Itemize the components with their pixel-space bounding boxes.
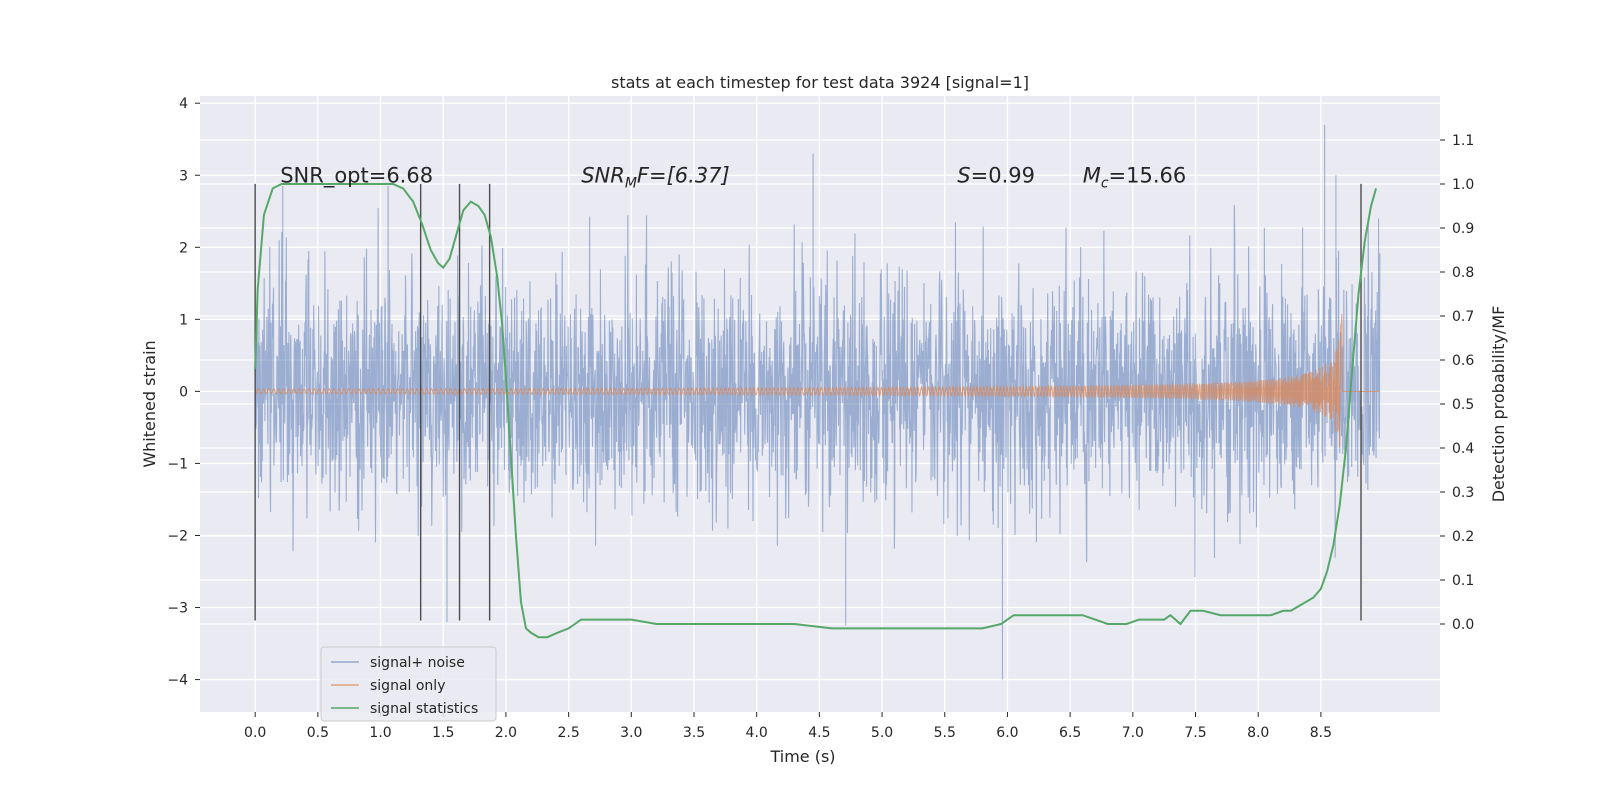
x-tick-label: 7.0 <box>1122 725 1144 741</box>
x-tick-label: 1.5 <box>432 725 454 741</box>
y-right-tick-label: 0.4 <box>1452 441 1474 457</box>
annotation-snr-mf-suffix: F=[6.37] <box>637 164 730 188</box>
x-tick-label: 7.5 <box>1184 725 1206 741</box>
y-right-tick-label: 0.6 <box>1452 353 1474 369</box>
x-axis-label: Time (s) <box>769 747 835 766</box>
x-axis-ticks: 0.0 0.5 1.0 1.5 2.0 2.5 3.0 3.5 4.0 4.5 5.0 5.5 6.0 6… <box>244 712 1332 741</box>
y-right-tick-label: 0.1 <box>1452 573 1474 589</box>
legend-label-signal-noise: signal+ noise <box>370 655 465 671</box>
y-right-tick-label: 1.1 <box>1452 133 1474 149</box>
signal-only-series <box>254 313 1380 448</box>
y-right-tick-label: 1.0 <box>1452 177 1474 193</box>
y-right-tick-label: 0.0 <box>1452 617 1474 633</box>
x-tick-label: 0.5 <box>307 725 329 741</box>
y-left-tick-label: 1 <box>179 312 188 328</box>
legend-label-signal-statistics: signal statistics <box>370 701 478 717</box>
x-tick-label: 1.0 <box>369 725 391 741</box>
y-left-tick-label: −4 <box>167 673 188 689</box>
x-tick-label: 5.0 <box>871 725 893 741</box>
chart-title: stats at each timestep for test data 392… <box>611 73 1029 92</box>
annotation-mc-sub: c <box>1101 176 1109 192</box>
x-tick-label: 0.0 <box>244 725 266 741</box>
y-right-tick-label: 0.8 <box>1452 265 1474 281</box>
legend-box <box>320 646 497 722</box>
signal-noise-series <box>254 124 1381 680</box>
y-right-tick-label: 0.3 <box>1452 485 1474 501</box>
annotation-mc: Mc=15.66 <box>1083 164 1187 192</box>
y-right-tick-label: 0.2 <box>1452 529 1474 545</box>
x-tick-label: 2.5 <box>557 725 579 741</box>
x-tick-label: 2.0 <box>495 725 517 741</box>
annotation-snr-mf: SNRMF=[6.37] <box>581 164 730 192</box>
x-tick-label: 4.0 <box>746 725 768 741</box>
annotation-mc-prefix: M <box>1083 164 1101 188</box>
annotation-snr-mf-prefix: SNR <box>581 164 625 188</box>
y-left-tick-label: 3 <box>179 168 188 184</box>
x-tick-label: 6.5 <box>1059 725 1081 741</box>
x-tick-label: 3.5 <box>683 725 705 741</box>
x-tick-label: 8.0 <box>1247 725 1269 741</box>
y-axis-right-label: Detection probability/MF <box>1489 306 1508 503</box>
y-axis-right-ticks: 1.1 1.0 0.9 0.8 0.7 0.6 0.5 0.4 0.3 0.2 0.1 0.0 <box>1440 133 1474 633</box>
x-tick-label: 8.5 <box>1310 725 1332 741</box>
legend: signal+ noise signal only signal statist… <box>320 646 497 722</box>
vertical-markers <box>254 183 1362 621</box>
y-left-tick-label: 2 <box>179 240 188 256</box>
y-left-tick-label: 4 <box>179 96 188 112</box>
y-left-tick-label: −3 <box>167 601 188 617</box>
y-right-tick-label: 0.5 <box>1452 397 1474 413</box>
x-tick-label: 6.0 <box>996 725 1018 741</box>
y-left-tick-label: −2 <box>167 528 188 544</box>
y-left-tick-label: −1 <box>167 456 188 472</box>
annotation-snr-opt: SNR_opt=6.68 <box>280 164 433 189</box>
x-tick-label: 5.5 <box>934 725 956 741</box>
legend-label-signal-only: signal only <box>370 678 445 694</box>
signal-statistics-series <box>254 183 1378 639</box>
y-right-tick-label: 0.7 <box>1452 309 1474 325</box>
annotation-snr-mf-sub: M <box>625 176 637 192</box>
annotation-s: S=0.99 <box>957 164 1035 188</box>
x-tick-label: 3.0 <box>620 725 642 741</box>
annotation-mc-suffix: =15.66 <box>1109 164 1187 188</box>
series-signal-statistics <box>254 183 1378 639</box>
y-axis-left-ticks: 4 3 2 1 0 −1 −2 −3 −4 <box>167 96 200 689</box>
annotation-s-prefix: S <box>957 164 970 188</box>
series-signal-only <box>254 313 1380 448</box>
annotation-s-suffix: =0.99 <box>971 164 1035 188</box>
y-axis-left-label: Whitened strain <box>140 340 159 467</box>
y-left-tick-label: 0 <box>179 384 188 400</box>
series-signal-noise <box>254 124 1381 680</box>
x-tick-label: 4.5 <box>808 725 830 741</box>
y-right-tick-label: 0.9 <box>1452 221 1474 237</box>
